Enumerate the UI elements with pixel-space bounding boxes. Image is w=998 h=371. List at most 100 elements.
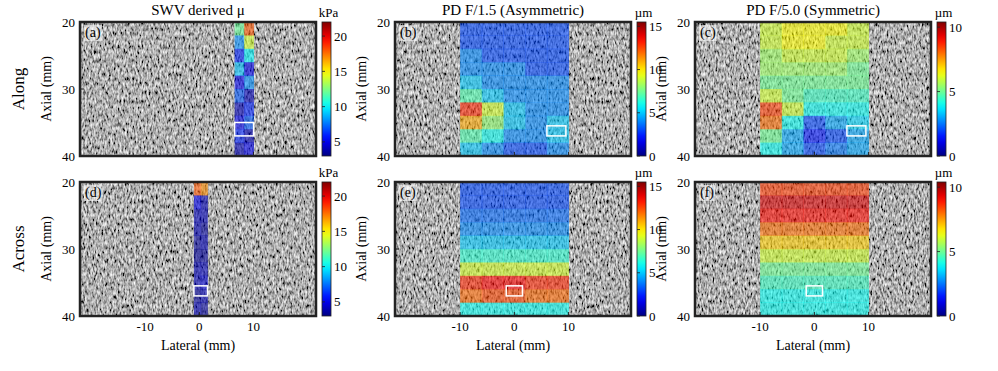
- heat-cell: [760, 116, 782, 130]
- panel-letter-bg: [699, 185, 715, 201]
- y-axis-title: Axial (mm): [354, 216, 370, 282]
- heat-cell: [825, 249, 847, 263]
- heat-cell: [194, 195, 201, 209]
- heat-cell: [847, 236, 869, 250]
- heat-cell: [760, 222, 782, 236]
- bmode-background: [80, 182, 316, 316]
- plot-area: [695, 22, 931, 156]
- heat-cell: [525, 143, 547, 156]
- colorbar-tick-label: 10: [949, 20, 962, 35]
- heat-cell: [547, 222, 569, 236]
- heat-cell: [504, 129, 526, 143]
- heat-cell: [804, 249, 826, 263]
- heat-cell: [504, 62, 526, 76]
- y-axis-title: Axial (mm): [654, 56, 670, 122]
- colorbar-unit: kPa: [319, 5, 339, 20]
- heat-cell: [235, 49, 245, 63]
- y-axis-title: Axial (mm): [654, 216, 670, 282]
- heat-cell: [847, 222, 869, 236]
- x-tick: [145, 312, 146, 316]
- heat-cell: [782, 22, 804, 36]
- heat-cell: [847, 249, 869, 263]
- heat-cell: [760, 195, 782, 209]
- heat-cell: [482, 89, 504, 103]
- heat-cell: [782, 222, 804, 236]
- y-tick: [695, 156, 699, 157]
- colorbar-tick-label: 0: [949, 309, 956, 324]
- heat-cell: [244, 143, 254, 156]
- heat-cell: [525, 249, 547, 263]
- colorbar-tick-label: 5: [949, 244, 956, 259]
- heat-cell: [482, 49, 504, 63]
- heat-cell: [201, 195, 208, 209]
- y-tick-label: 20: [377, 15, 390, 30]
- y-tick-label: 30: [62, 82, 75, 97]
- heat-cell: [201, 249, 208, 263]
- heat-cell: [460, 35, 482, 49]
- heat-cell: [201, 236, 208, 250]
- x-tick: [760, 152, 761, 156]
- y-tick-label: 20: [677, 15, 690, 30]
- colorbar-tick-label: 15: [334, 64, 347, 79]
- heat-cell: [504, 303, 526, 316]
- heat-cell: [547, 102, 569, 116]
- heat-cell: [547, 22, 569, 36]
- heat-cell: [460, 49, 482, 63]
- heat-cell: [460, 262, 482, 276]
- colorbar-tick-label: 5: [949, 84, 956, 99]
- heat-cell: [504, 102, 526, 116]
- heat-cell: [782, 195, 804, 209]
- colorbar-tick-label: 5: [334, 294, 341, 309]
- heat-cell: [847, 289, 869, 303]
- y-tick: [80, 182, 84, 183]
- heat-cell: [782, 289, 804, 303]
- panel-letter: (a): [85, 25, 101, 41]
- heat-cell: [760, 89, 782, 103]
- heat-cell: [504, 35, 526, 49]
- x-tick: [868, 312, 869, 316]
- heat-cell: [825, 195, 847, 209]
- roi-box: [235, 123, 254, 136]
- heat-cell: [782, 116, 804, 130]
- heat-cell: [482, 303, 504, 316]
- heat-cell: [235, 35, 245, 49]
- y-axis-title: Axial (mm): [39, 56, 55, 122]
- heat-cell: [244, 49, 254, 63]
- heat-cell: [482, 182, 504, 196]
- heat-cell: [460, 102, 482, 116]
- x-tick: [514, 312, 515, 316]
- y-tick-label: 20: [62, 15, 75, 30]
- heat-cell: [482, 249, 504, 263]
- roi-box: [506, 286, 522, 296]
- frame: [80, 182, 316, 316]
- heat-cell: [482, 195, 504, 209]
- heat-cell: [847, 35, 869, 49]
- heat-cell: [525, 262, 547, 276]
- heat-cell: [482, 276, 504, 290]
- heat-cell: [760, 249, 782, 263]
- heat-cell: [504, 22, 526, 36]
- heat-cell: [525, 236, 547, 250]
- heat-cell: [460, 89, 482, 103]
- colorbar: [322, 22, 331, 156]
- heat-cell: [201, 182, 208, 196]
- heat-cell: [194, 249, 201, 263]
- heat-cell: [194, 303, 201, 316]
- colorbar-tick: [937, 251, 940, 252]
- heat-cell: [804, 22, 826, 36]
- colorbar-tick: [937, 187, 940, 188]
- heat-cell: [525, 76, 547, 90]
- colorbar-tick: [322, 36, 325, 37]
- frame: [395, 22, 631, 156]
- heat-cell: [547, 62, 569, 76]
- panel-letter-bg: [399, 185, 417, 201]
- heat-cell: [760, 289, 782, 303]
- x-tick-label: -10: [136, 319, 153, 334]
- y-tick-label: 20: [62, 175, 75, 190]
- colorbar-tick-label: 0: [649, 309, 656, 324]
- heat-cell: [782, 209, 804, 223]
- panel-letter-bg: [399, 25, 418, 41]
- y-tick-label: 30: [377, 242, 390, 257]
- heat-cell: [847, 76, 869, 90]
- colorbar-tick: [322, 301, 325, 302]
